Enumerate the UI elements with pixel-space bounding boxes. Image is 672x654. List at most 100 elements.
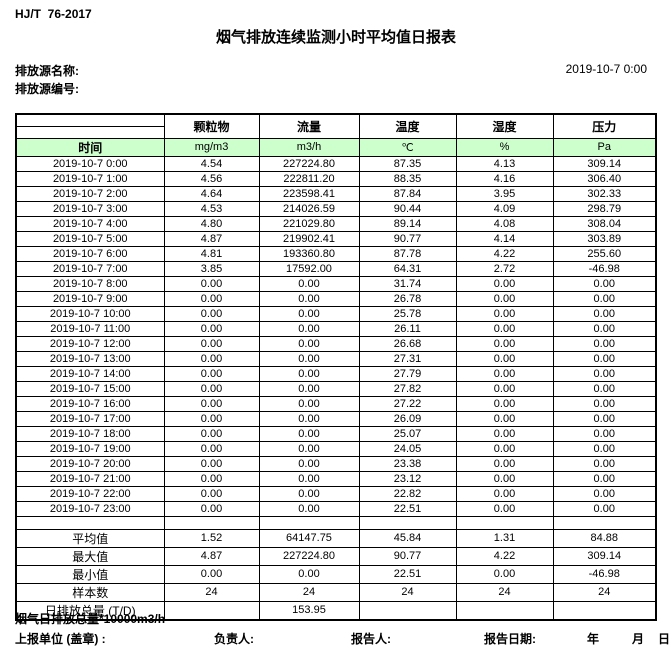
value-cell: 0.00: [163, 500, 260, 517]
value-cell: 0.00: [163, 350, 260, 367]
value-cell: 227224.80: [258, 155, 360, 172]
time-cell: 2019-10-7 5:00: [15, 230, 165, 247]
value-cell: 22.51: [358, 500, 457, 517]
source-code-label: 排放源编号:: [15, 82, 79, 96]
value-cell: 214026.59: [258, 200, 360, 217]
time-cell: 2019-10-7 8:00: [15, 275, 165, 292]
value-cell: 0.00: [163, 425, 260, 442]
source-name-label: 排放源名称:: [15, 64, 79, 78]
value-cell: 0.00: [163, 380, 260, 397]
value-cell: 0.00: [455, 395, 554, 412]
unit-cell-humidity: %: [455, 137, 554, 157]
blank-row: [15, 515, 657, 530]
value-cell: 0.00: [258, 320, 360, 337]
year-label: 年: [587, 632, 600, 646]
value-cell: 3.85: [163, 260, 260, 277]
value-cell: 0.00: [455, 350, 554, 367]
table-row: 2019-10-7 10:00 0.00 0.00 25.78 0.00 0.00: [15, 305, 657, 322]
summary-value-cell: 227224.80: [258, 546, 360, 566]
table-header: 颗粒物 流量 温度 湿度 压力 时间 mg/m3 m3/h ℃ % Pa: [15, 113, 657, 157]
summary-value-cell: 4.87: [163, 546, 260, 566]
time-cell: 2019-10-7 19:00: [15, 440, 165, 457]
time-cell: 2019-10-7 11:00: [15, 320, 165, 337]
value-cell: 4.22: [455, 245, 554, 262]
value-cell: 0.00: [552, 470, 657, 487]
unit-cell-particulate: mg/m3: [163, 137, 260, 157]
summary-value-cell: 22.51: [358, 564, 457, 584]
value-cell: 0.00: [163, 290, 260, 307]
summary-value-cell: 1.52: [163, 528, 260, 548]
summary-label-cell: 样本数: [15, 582, 165, 602]
value-cell: 0.00: [552, 365, 657, 382]
header-corner-top-cell: [15, 113, 165, 127]
value-cell: 27.82: [358, 380, 457, 397]
time-cell: 2019-10-7 17:00: [15, 410, 165, 427]
value-cell: 309.14: [552, 155, 657, 172]
value-cell: 4.16: [455, 170, 554, 187]
value-cell: 0.00: [163, 410, 260, 427]
value-cell: 0.00: [455, 275, 554, 292]
table-row: 2019-10-7 3:00 4.53 214026.59 90.44 4.09 298.…: [15, 200, 657, 217]
time-cell: 2019-10-7 9:00: [15, 290, 165, 307]
time-cell: 2019-10-7 22:00: [15, 485, 165, 502]
header-corner-bottom-cell: [15, 125, 165, 139]
value-cell: 0.00: [552, 455, 657, 472]
column-header-temperature: 温度: [358, 113, 457, 139]
units-row: 时间 mg/m3 m3/h ℃ % Pa: [15, 137, 657, 157]
value-cell: 0.00: [552, 380, 657, 397]
value-cell: 0.00: [455, 365, 554, 382]
value-cell: 4.14: [455, 230, 554, 247]
value-cell: 298.79: [552, 200, 657, 217]
summary-value-cell: -46.98: [552, 564, 657, 584]
value-cell: 25.78: [358, 305, 457, 322]
value-cell: 0.00: [258, 275, 360, 292]
summary-value-cell: 4.22: [455, 546, 554, 566]
value-cell: 31.74: [358, 275, 457, 292]
value-cell: 88.35: [358, 170, 457, 187]
value-cell: 0.00: [258, 335, 360, 352]
time-cell: 2019-10-7 16:00: [15, 395, 165, 412]
table-row: 2019-10-7 2:00 4.64 223598.41 87.84 3.95 302.…: [15, 185, 657, 202]
report-unit-label: 上报单位 (盖章) :: [15, 632, 106, 646]
value-cell: 223598.41: [258, 185, 360, 202]
value-cell: 0.00: [552, 485, 657, 502]
value-cell: 0.00: [455, 320, 554, 337]
summary-value-cell: [455, 600, 554, 620]
table-row: 2019-10-7 4:00 4.80 221029.80 89.14 4.08 308.…: [15, 215, 657, 232]
value-cell: 87.84: [358, 185, 457, 202]
time-cell: 2019-10-7 18:00: [15, 425, 165, 442]
summary-value-cell: 24: [455, 582, 554, 602]
month-label: 月: [632, 632, 645, 646]
value-cell: 4.09: [455, 200, 554, 217]
value-cell: 0.00: [258, 395, 360, 412]
value-cell: -46.98: [552, 260, 657, 277]
column-header-flow: 流量: [258, 113, 360, 139]
value-cell: 26.78: [358, 290, 457, 307]
value-cell: 0.00: [552, 350, 657, 367]
value-cell: 0.00: [552, 410, 657, 427]
summary-value-cell: 309.14: [552, 546, 657, 566]
responsible-person-label: 负责人:: [214, 632, 254, 646]
report-datetime: 2019-10-7 0:00: [565, 62, 647, 76]
hour-rows: 2019-10-7 0:00 4.54 227224.80 87.35 4.13 309.…: [15, 155, 657, 517]
value-cell: 303.89: [552, 230, 657, 247]
value-cell: 0.00: [163, 395, 260, 412]
value-cell: 4.80: [163, 215, 260, 232]
footer-note: 烟气日排放总量*10000m3/h: [15, 612, 166, 626]
value-cell: 222811.20: [258, 170, 360, 187]
summary-value-cell: 0.00: [455, 564, 554, 584]
report-date-label: 报告日期:: [484, 632, 536, 646]
table-row: 2019-10-7 18:00 0.00 0.00 25.07 0.00 0.00: [15, 425, 657, 442]
summary-label-cell: 日排放总量 (T/D): [15, 600, 165, 620]
value-cell: 4.53: [163, 200, 260, 217]
value-cell: 0.00: [163, 470, 260, 487]
value-cell: 0.00: [455, 410, 554, 427]
value-cell: 0.00: [258, 290, 360, 307]
value-cell: 4.13: [455, 155, 554, 172]
time-cell: 2019-10-7 12:00: [15, 335, 165, 352]
value-cell: 0.00: [258, 455, 360, 472]
unit-cell-temperature: ℃: [358, 137, 457, 157]
table-row: 2019-10-7 17:00 0.00 0.00 26.09 0.00 0.00: [15, 410, 657, 427]
time-column-header: 时间: [15, 137, 165, 157]
time-cell: 2019-10-7 4:00: [15, 215, 165, 232]
